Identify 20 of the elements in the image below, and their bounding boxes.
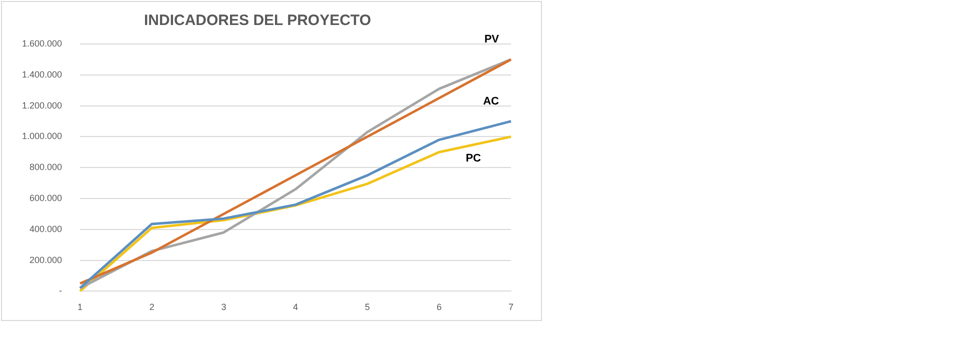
- y-tick-label: -: [59, 286, 62, 296]
- series-label: PV: [484, 33, 500, 46]
- x-tick-label: 7: [508, 302, 514, 312]
- x-tick-label: 2: [149, 302, 154, 312]
- y-tick-label: 200.000: [29, 254, 62, 265]
- series-label: PC: [466, 152, 482, 165]
- x-tick-label: 1: [78, 302, 83, 312]
- x-tick-label: 3: [221, 302, 226, 312]
- y-tick-label: 1.000.000: [22, 131, 62, 142]
- x-tick-label: 5: [364, 302, 370, 312]
- x-tick-label: 4: [293, 302, 298, 312]
- y-tick-label: 1.400.000: [22, 69, 62, 80]
- y-tick-label: 800.000: [29, 162, 62, 172]
- y-tick-label: 1.600.000: [22, 38, 62, 48]
- series-label: AC: [483, 95, 500, 108]
- y-tick-label: 400.000: [29, 224, 62, 234]
- x-tick-label: 6: [436, 302, 442, 312]
- chart-title: INDICADORES DEL PROYECTO: [144, 12, 372, 30]
- y-tick-label: 1.200.000: [22, 100, 62, 110]
- y-tick-label: 600.000: [29, 192, 62, 203]
